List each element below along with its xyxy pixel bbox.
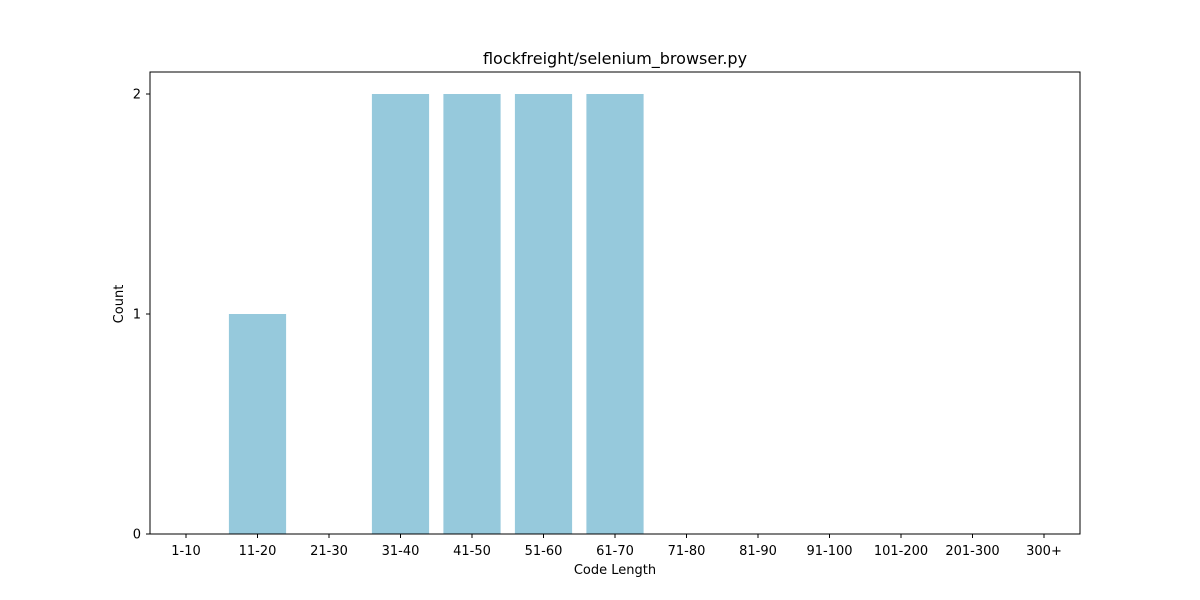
bars-group xyxy=(228,94,644,534)
plot-area-frame xyxy=(149,71,1081,535)
y-axis-label: Count xyxy=(112,285,127,324)
x-tick-label: 11-20 xyxy=(239,544,277,559)
bar-51-60 xyxy=(514,94,573,534)
bar-41-50 xyxy=(443,94,501,534)
bar-11-20 xyxy=(228,314,287,534)
x-tick-label: 61-70 xyxy=(596,544,634,559)
y-tick-label: 0 xyxy=(133,528,141,543)
x-axis-ticks: 1-10 11-20 21-30 31-40 41-50 51-60 61-70 71-80 8… xyxy=(171,534,1062,559)
x-tick-label: 1-10 xyxy=(171,544,201,559)
x-tick-label: 91-100 xyxy=(806,544,852,559)
x-tick-label: 41-50 xyxy=(453,544,491,559)
x-tick-label: 101-200 xyxy=(874,544,928,559)
chart-title: flockfreight/selenium_browser.py xyxy=(483,49,747,69)
x-tick-label: 201-300 xyxy=(945,544,999,559)
bar-31-40 xyxy=(371,94,430,534)
bar-61-70 xyxy=(586,94,644,534)
x-tick-label: 81-90 xyxy=(739,544,777,559)
x-tick-label: 51-60 xyxy=(525,544,563,559)
x-tick-label: 21-30 xyxy=(310,544,348,559)
y-tick-label: 2 xyxy=(133,88,141,103)
x-tick-label: 71-80 xyxy=(668,544,706,559)
y-tick-label: 1 xyxy=(133,308,141,323)
x-tick-label: 31-40 xyxy=(382,544,420,559)
y-axis-ticks: 0 1 2 xyxy=(133,88,150,543)
x-axis-label: Code Length xyxy=(574,563,656,578)
x-tick-label: 300+ xyxy=(1026,544,1062,559)
